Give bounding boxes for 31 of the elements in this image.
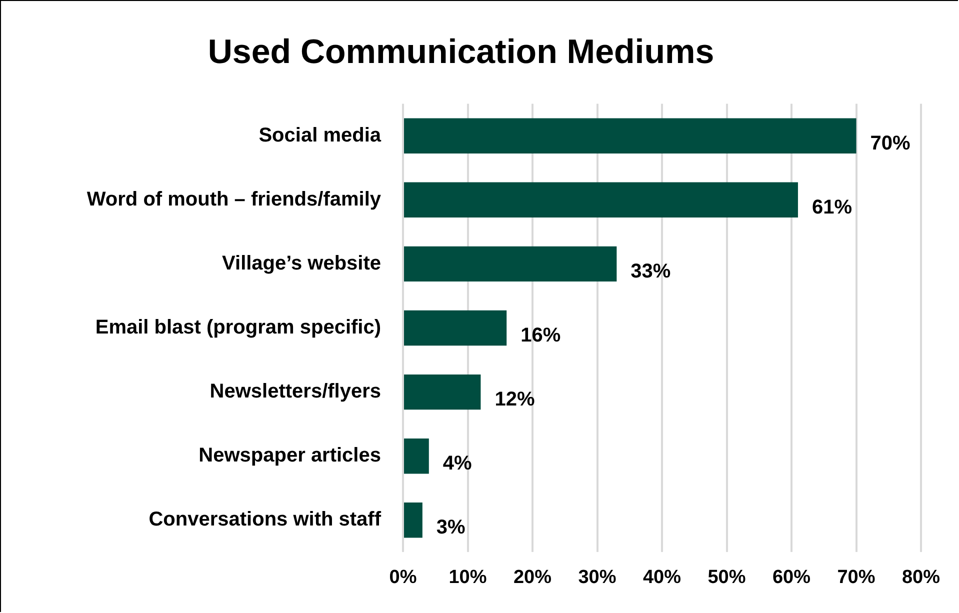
bar [404, 374, 481, 410]
x-tick-label: 10% [448, 566, 487, 588]
y-tick-label: Newspaper articles [198, 444, 381, 467]
y-tick-label: Email blast (program specific) [95, 316, 381, 339]
x-tick-label: 0% [389, 566, 417, 588]
x-tick-label: 30% [578, 566, 616, 588]
x-tick-label: 60% [772, 566, 811, 588]
bar [404, 182, 798, 218]
bar [404, 246, 617, 282]
bar [404, 310, 507, 346]
data-label: 4% [442, 452, 472, 475]
y-tick-label: Newsletters/flyers [210, 380, 381, 403]
data-label: 33% [630, 260, 671, 282]
y-tick-label: Word of mouth – friends/family [86, 188, 382, 210]
x-tick-label: 80% [902, 566, 940, 588]
data-label: 70% [870, 132, 910, 154]
x-tick-label: 40% [642, 566, 682, 588]
chart-title: Used Communication Mediums [208, 32, 714, 71]
bar [404, 118, 856, 154]
data-label: 3% [436, 516, 466, 539]
x-tick-label: 70% [837, 566, 876, 588]
x-tick-label: 20% [513, 566, 552, 588]
data-label: 61% [812, 196, 852, 218]
data-label: 12% [494, 388, 535, 411]
x-tick-label: 50% [708, 566, 746, 588]
y-tick-label: Social media [258, 124, 382, 146]
y-tick-label: Conversations with staff [148, 508, 382, 531]
bar [404, 502, 422, 538]
y-tick-label: Village’s website [222, 252, 381, 274]
bar [404, 438, 429, 474]
data-label: 16% [520, 324, 561, 347]
